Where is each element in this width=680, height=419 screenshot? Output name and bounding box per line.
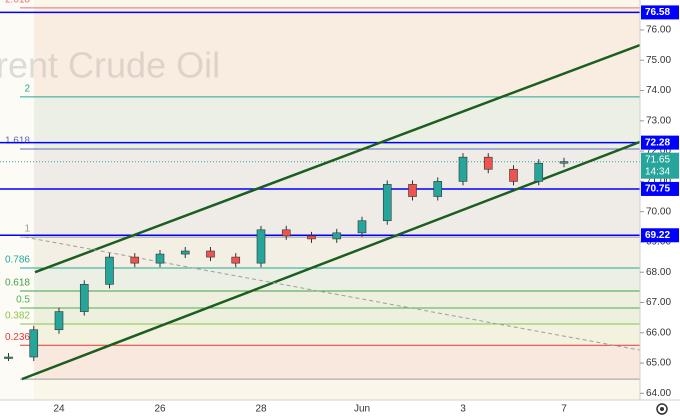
y-tick-label: 66.00 <box>646 327 671 338</box>
y-tick-label: 74.00 <box>646 85 671 96</box>
plot-area: rent Crude Oil 2.618 2 1.618 1 0.786 0.618 0.5 0… <box>0 0 641 400</box>
candle <box>307 235 316 240</box>
candle <box>357 220 367 234</box>
x-tick-label: Jun <box>354 404 370 415</box>
x-tick-label: 24 <box>53 404 65 415</box>
candle <box>332 232 342 240</box>
fib-zone <box>34 96 640 149</box>
y-tick-label: 67.00 <box>646 297 671 308</box>
fib-label: 0.236 <box>5 332 30 343</box>
candle <box>130 256 140 264</box>
fib-zone <box>34 267 640 291</box>
watermark: rent Crude Oil <box>0 45 220 86</box>
last-price-box <box>641 152 679 179</box>
candle <box>256 229 266 264</box>
fib-label: 2.618 <box>5 0 30 6</box>
fib-zone <box>34 323 640 346</box>
y-tick-label: 75.00 <box>646 55 671 66</box>
fib-label: 1 <box>24 224 30 235</box>
candle <box>180 250 190 255</box>
y-tick-label: 72.00 <box>646 146 671 157</box>
y-tick-label: 68.00 <box>646 267 671 278</box>
trend-line <box>24 236 640 351</box>
price-label-box <box>641 181 679 196</box>
fib-label: 0.786 <box>5 255 30 266</box>
fib-label: 0.382 <box>5 311 30 322</box>
candle <box>534 162 544 182</box>
trend-line <box>34 43 641 274</box>
fib-label: 2 <box>24 84 30 95</box>
countdown-label: 14:34 <box>645 166 670 177</box>
plot-bg <box>0 0 640 400</box>
candle <box>206 250 215 258</box>
price-label: 76.58 <box>645 7 670 18</box>
fib-zone <box>34 290 640 308</box>
y-tick-label: 70.00 <box>646 206 671 217</box>
candle <box>559 161 569 164</box>
candle <box>155 253 165 264</box>
price-label: 70.75 <box>645 184 670 195</box>
y-tick-label: 64.00 <box>646 388 671 399</box>
x-tick-label: 3 <box>460 404 466 415</box>
candle <box>509 168 518 182</box>
fib-label: 0.5 <box>16 295 30 306</box>
y-tick-label: 73.00 <box>646 115 671 126</box>
y-tick-label: 65.00 <box>646 358 671 369</box>
price-label-box <box>641 228 679 243</box>
candle <box>382 184 392 222</box>
fib-zone <box>34 307 640 324</box>
price-label-box <box>641 135 679 150</box>
candle <box>231 256 241 264</box>
candle <box>79 284 89 312</box>
y-tick-label: 76.00 <box>646 25 671 36</box>
candle <box>29 329 39 358</box>
x-tick-label: 7 <box>561 404 567 415</box>
fib-label: 0.618 <box>5 278 30 289</box>
price-label: 72.28 <box>645 137 670 148</box>
price-label: 69.22 <box>645 230 670 241</box>
y-tick-label: 71.00 <box>646 176 671 187</box>
candle <box>281 229 291 237</box>
x-tick-label: 26 <box>154 404 166 415</box>
candle <box>54 311 64 331</box>
fib-label: 1.618 <box>5 136 30 147</box>
candle <box>4 356 13 359</box>
candle <box>458 156 468 182</box>
candle <box>408 184 417 197</box>
price-label-box <box>641 5 679 20</box>
candle <box>433 181 443 197</box>
settings-icon[interactable] <box>656 403 668 415</box>
left-zone <box>0 0 34 400</box>
candle <box>105 256 114 285</box>
candle <box>483 156 493 170</box>
fib-zone <box>34 345 640 380</box>
last-price-label: 71.65 <box>645 154 670 165</box>
fib-zone <box>34 7 640 97</box>
x-tick-label: 28 <box>255 404 267 415</box>
